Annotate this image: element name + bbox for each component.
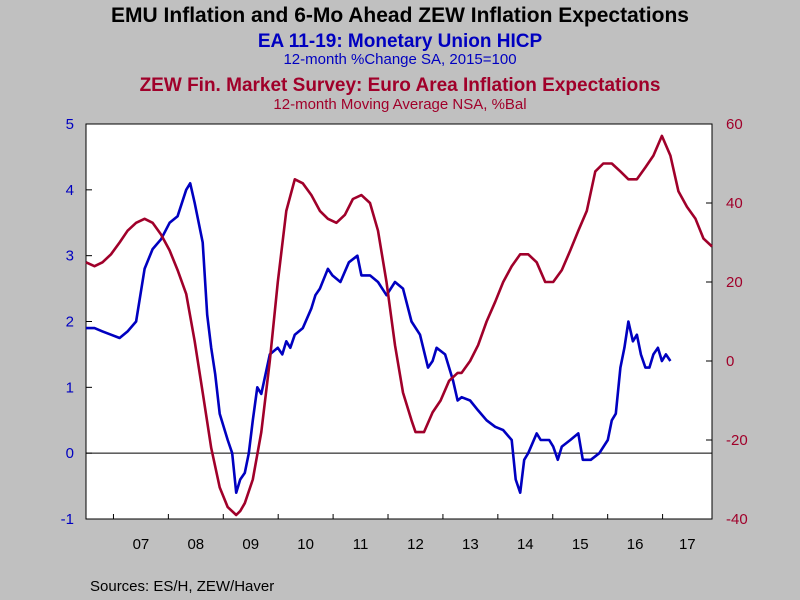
x-tick-label: 16 [627, 536, 644, 553]
x-tick-label: 17 [679, 536, 696, 553]
right-tick-label: 0 [726, 353, 734, 370]
series-line-hicp [86, 182, 672, 494]
left-tick-label: 4 [66, 182, 74, 199]
left-tick-label: 1 [66, 379, 74, 396]
x-tick-label: 10 [297, 536, 314, 553]
x-tick-label: 07 [133, 536, 150, 553]
series1-subtitle: 12-month %Change SA, 2015=100 [283, 51, 517, 68]
x-tick-label: 15 [572, 536, 589, 553]
x-tick-label: 13 [462, 536, 479, 553]
series-line-zew [85, 134, 713, 517]
left-tick-label: -1 [61, 511, 74, 528]
right-tick-label: -20 [726, 432, 748, 449]
x-tick-label: 12 [407, 536, 424, 553]
right-tick-label: 60 [726, 116, 743, 133]
right-tick-label: -40 [726, 511, 748, 528]
x-tick-label: 08 [187, 536, 204, 553]
chart-title: EMU Inflation and 6-Mo Ahead ZEW Inflati… [111, 4, 689, 27]
plot-area [85, 123, 713, 520]
right-tick-label: 40 [726, 195, 743, 212]
series2-subtitle: 12-month Moving Average NSA, %Bal [273, 96, 527, 113]
left-tick-label: 2 [66, 314, 74, 331]
right-tick-label: 20 [726, 274, 743, 291]
left-tick-label: 0 [66, 445, 74, 462]
series2-name: ZEW Fin. Market Survey: Euro Area Inflat… [139, 75, 661, 96]
series1-name: EA 11-19: Monetary Union HICP [257, 31, 543, 52]
x-tick-label: 09 [242, 536, 259, 553]
left-tick-label: 5 [66, 116, 74, 133]
x-tick-label: 14 [517, 536, 534, 553]
source-note: Sources: ES/H, ZEW/Haver [90, 578, 275, 595]
left-tick-label: 3 [66, 248, 74, 265]
x-tick-label: 11 [353, 536, 369, 553]
